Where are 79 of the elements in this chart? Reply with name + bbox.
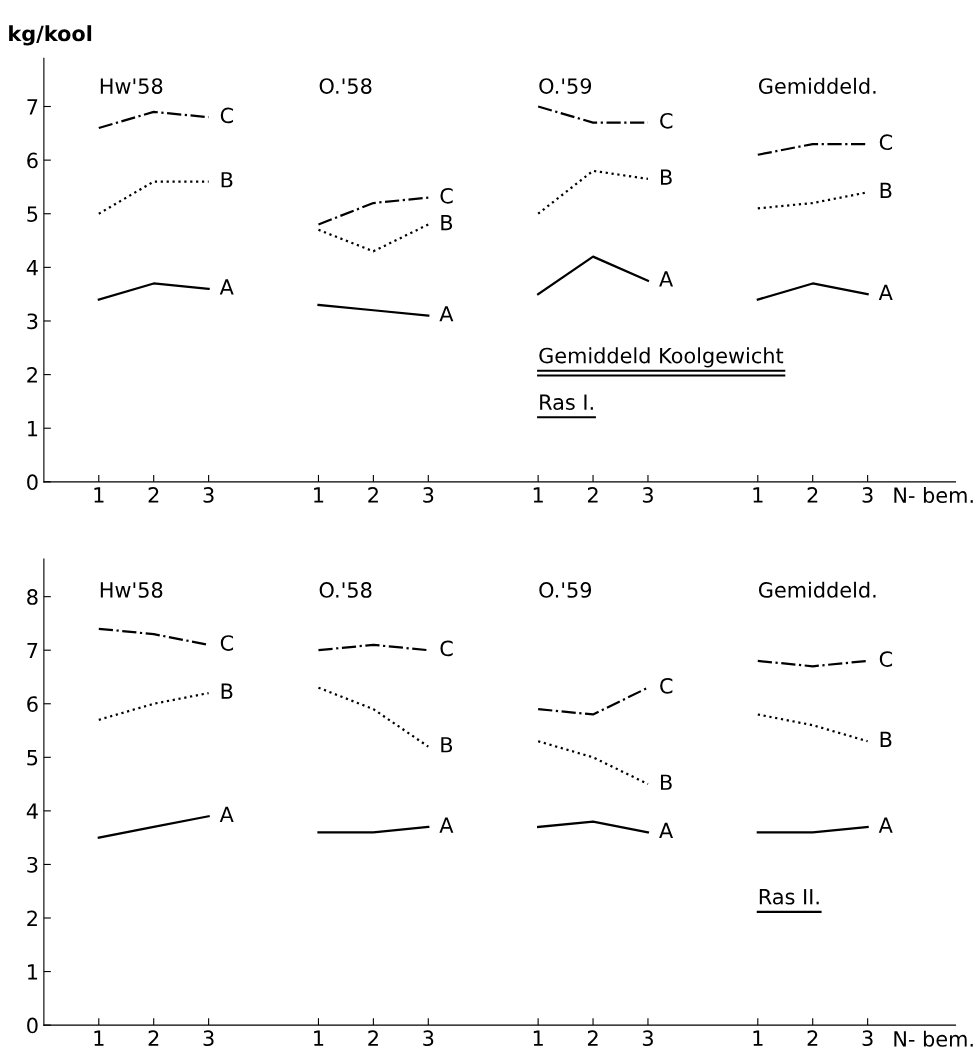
x-tick-label: 1 — [94, 487, 104, 503]
x-tick-label: 1 — [533, 487, 543, 503]
x-tick-label: 3 — [862, 487, 873, 503]
x-tick-label: 1 — [94, 1030, 104, 1046]
x-tick-label: 2 — [148, 487, 159, 503]
text: B — [880, 182, 892, 199]
text: A — [439, 817, 454, 833]
annotation: Gemiddeld. — [758, 77, 876, 94]
series-label: C — [879, 651, 893, 667]
text: A — [878, 817, 893, 833]
y-tick-label: 6 — [27, 696, 38, 712]
y-tick-label: 7 — [27, 99, 38, 115]
text: C — [660, 112, 673, 129]
y-tick-label: 6 — [27, 152, 38, 169]
y-tick-label: 8 — [27, 589, 38, 605]
y-tick-label: 3 — [27, 856, 38, 873]
x-tick-label: 3 — [423, 1030, 434, 1047]
y-tick-label: 1 — [28, 964, 38, 980]
text: B — [660, 169, 672, 185]
x-tick-label: 2 — [368, 487, 378, 503]
annotation: O.'58 — [319, 78, 372, 94]
x-tick-label: 2 — [807, 1030, 818, 1046]
x-tick-label: 1 — [753, 1030, 763, 1046]
series-label: A — [219, 806, 234, 822]
text: C — [440, 640, 453, 657]
series-label: C — [440, 187, 453, 204]
x-tick-label: 2 — [148, 1030, 159, 1046]
x-tick-label: 3 — [203, 487, 214, 503]
x-tick-label: 1 — [314, 487, 324, 503]
y-tick-label: 2 — [27, 910, 37, 926]
y-tick-label: 5 — [27, 206, 38, 222]
y-tick-label: 2 — [27, 367, 37, 383]
y-tick-label: 0 — [27, 1017, 38, 1034]
text: A — [878, 284, 893, 300]
y-tick-label: 0 — [27, 474, 38, 491]
x-tick-label: 3 — [642, 487, 653, 503]
annotation: Ras II. — [759, 889, 819, 905]
text: B — [880, 731, 892, 747]
x-tick-label: 3 — [862, 1030, 873, 1047]
text: C — [660, 677, 673, 694]
y-tick-label: 4 — [26, 803, 38, 819]
x-tick-label: 1 — [753, 487, 763, 503]
x-axis-title: N- bem. — [894, 1030, 973, 1047]
x-tick-label: 2 — [368, 1030, 378, 1046]
y-tick-label: 3 — [27, 313, 38, 330]
text: C — [879, 134, 893, 151]
x-tick-label: 2 — [587, 1030, 598, 1046]
text: A — [659, 822, 674, 839]
x-axis-title: N- bem. — [894, 486, 973, 504]
x-tick-label: 3 — [423, 487, 434, 503]
text: B — [221, 172, 233, 188]
annotation: O.'59 — [539, 582, 592, 598]
x-tick-label: 2 — [587, 487, 598, 503]
text: A — [219, 279, 234, 295]
x-tick-label: 3 — [203, 1030, 214, 1047]
text: C — [220, 107, 234, 124]
annotation: Gemiddeld. — [758, 581, 876, 598]
y-tick-label: 4 — [26, 260, 38, 276]
x-tick-label: 1 — [314, 1030, 324, 1046]
series-label: B — [441, 215, 453, 231]
text: B — [660, 774, 672, 790]
series-label: A — [439, 306, 454, 322]
text: C — [220, 635, 234, 651]
text: B — [221, 683, 233, 699]
y-tick-label: 5 — [27, 750, 38, 766]
annotation: Hw'58 — [100, 78, 163, 94]
y-axis-title: kg/kool — [9, 25, 92, 46]
y-tick-label: 7 — [27, 642, 38, 659]
annotation: O.'58 — [319, 582, 372, 598]
x-tick-label: 3 — [642, 1030, 653, 1047]
x-tick-label: 2 — [807, 487, 818, 503]
annotation: Gemiddeld Koolgewicht — [539, 347, 784, 368]
annotation: Ras I. — [540, 394, 593, 411]
annotation: Hw'58 — [100, 582, 163, 598]
series-label: B — [441, 737, 453, 753]
text: A — [659, 271, 674, 287]
y-tick-label: 1 — [28, 420, 38, 437]
x-tick-label: 1 — [533, 1030, 543, 1046]
annotation: O.'59 — [539, 78, 592, 94]
